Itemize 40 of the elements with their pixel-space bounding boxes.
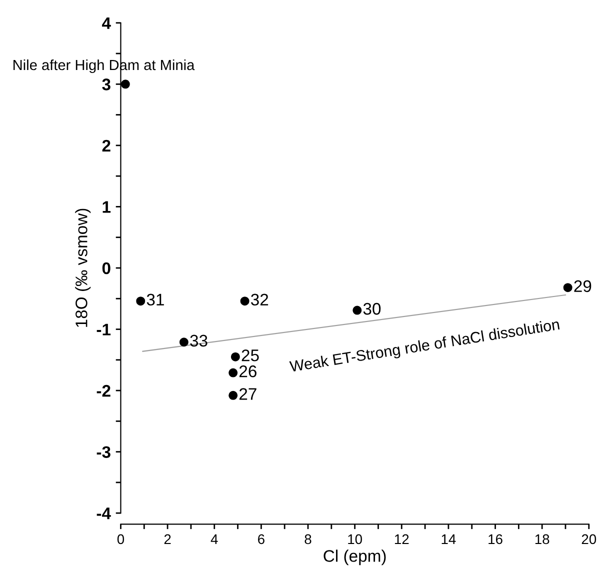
y-tick-label: -1 [96,324,111,336]
point [230,352,240,362]
x-tick-label: 16 [488,534,502,544]
point [179,338,188,347]
annotation: 29 [574,280,592,292]
x-tick-label: 18 [535,534,550,544]
annotation: 33 [190,334,208,347]
annotation: 26 [239,365,256,378]
point [563,283,572,292]
y-axis-title: 18O (‰ vsmow) [75,208,91,327]
y-tick-label: 2 [102,140,110,152]
point [228,368,238,378]
x-tick-label: 12 [394,534,409,544]
annotation: 32 [250,294,268,306]
x-tick-label: 8 [304,534,312,544]
x-tick-label: 2 [164,534,171,544]
point [120,80,130,89]
x-tick-label: 0 [117,534,124,544]
point [240,296,250,306]
annotation: 27 [239,388,256,400]
x-tick-label: 20 [582,534,596,544]
annotation: Weak ET-Strong role of NaCl dissolution [289,318,560,376]
y-tick-label: 1 [102,201,111,213]
annotation: 31 [146,294,164,306]
x-tick-label: 14 [442,534,456,544]
point [228,390,238,400]
y-tick-label: -3 [96,446,110,458]
x-tick-label: 6 [258,534,264,544]
y-tick-label: -4 [96,508,111,520]
annotation: 30 [363,302,381,315]
x-tick-label: 10 [348,534,362,544]
y-tick-label: 0 [102,262,110,274]
point [352,306,362,315]
y-tick-label: 4 [102,17,111,29]
point [136,296,146,306]
x-axis-title: Cl (epm) [324,550,386,566]
y-tick-label: 3 [102,78,110,90]
annotation: 25 [242,350,259,362]
y-tick-label: -2 [96,384,110,397]
x-tick-label: 4 [210,534,218,544]
